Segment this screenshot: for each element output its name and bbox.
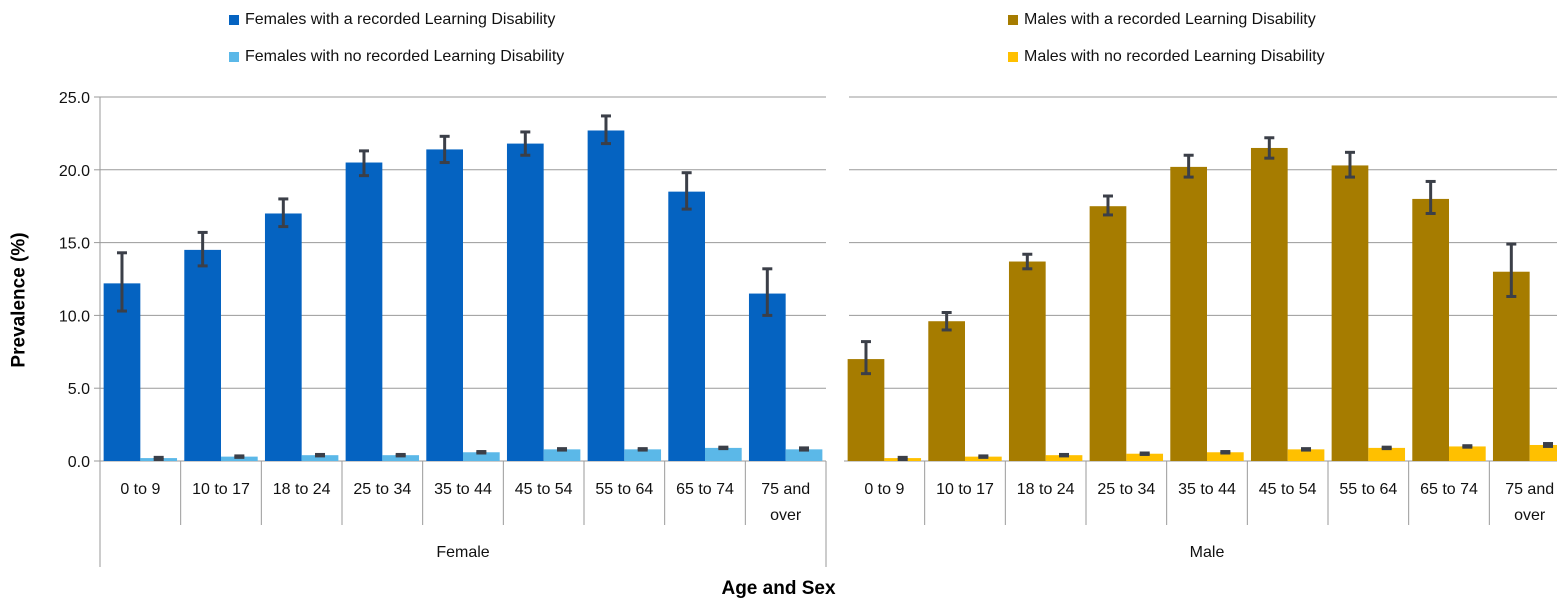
legend-swatch-male-ld — [1008, 15, 1018, 25]
bar — [1008, 261, 1046, 461]
bar — [382, 455, 420, 461]
legend-swatch-female-ld — [229, 15, 239, 25]
bar — [1126, 453, 1164, 461]
y-tick-label: 10.0 — [59, 308, 90, 325]
bar — [426, 149, 463, 461]
x-tick-label: 75 and — [761, 481, 810, 498]
legend-swatch-female-noLd — [229, 52, 239, 62]
x-tick-label: 35 to 44 — [434, 481, 492, 498]
bar — [264, 213, 302, 461]
x-tick-label: over — [770, 507, 802, 524]
y-tick-label: 5.0 — [68, 381, 90, 398]
bar — [1492, 271, 1530, 461]
bar — [301, 455, 339, 461]
bar — [184, 249, 221, 461]
legend-label-male-noLd: Males with no recorded Learning Disabili… — [1024, 48, 1325, 65]
bar — [506, 143, 544, 462]
y-tick-label: 15.0 — [59, 236, 90, 253]
group-label: Female — [436, 544, 489, 561]
bar — [668, 191, 705, 461]
x-tick-label: 18 to 24 — [273, 481, 331, 498]
bar — [1287, 449, 1325, 461]
legend-swatch-male-noLd — [1008, 52, 1018, 62]
y-tick-label: 25.0 — [59, 90, 90, 107]
x-tick-label: 10 to 17 — [192, 481, 250, 498]
bar — [463, 452, 500, 461]
legend-item-male-ld: Males with a recorded Learning Disabilit… — [1008, 11, 1316, 29]
bar — [1045, 455, 1083, 461]
bar — [543, 449, 581, 461]
bar — [847, 359, 885, 461]
legend-label-female-noLd: Females with no recorded Learning Disabi… — [245, 48, 565, 65]
y-axis-title-wrap: Prevalence (%) — [0, 200, 40, 400]
bar — [345, 162, 383, 461]
legend-item-female-ld: Females with a recorded Learning Disabil… — [229, 11, 555, 29]
x-tick-label: 18 to 24 — [1017, 481, 1075, 498]
x-tick-label: 65 to 74 — [1420, 481, 1478, 498]
bar — [1089, 206, 1127, 461]
x-tick-label: 45 to 54 — [515, 481, 573, 498]
legend-label-female-ld: Females with a recorded Learning Disabil… — [245, 11, 556, 28]
x-tick-label: over — [1514, 507, 1546, 524]
y-tick-label: 0.0 — [68, 454, 90, 471]
x-tick-label: 0 to 9 — [864, 481, 904, 498]
bar — [1250, 147, 1288, 461]
legend-item-male-noLd: Males with no recorded Learning Disabili… — [1008, 48, 1325, 66]
bar — [587, 130, 625, 461]
legend-label-male-ld: Males with a recorded Learning Disabilit… — [1024, 11, 1316, 28]
y-tick-label: 20.0 — [59, 163, 90, 180]
bar — [785, 449, 823, 461]
x-tick-label: 55 to 64 — [1339, 481, 1397, 498]
bar — [1449, 446, 1486, 461]
bar — [748, 293, 786, 461]
bar — [928, 321, 965, 461]
bar — [103, 283, 141, 461]
bar — [624, 449, 662, 461]
x-tick-label: 55 to 64 — [595, 481, 653, 498]
x-tick-label: 65 to 74 — [676, 481, 734, 498]
bar — [1412, 198, 1449, 462]
group-label: Male — [1190, 544, 1225, 561]
x-tick-label: 35 to 44 — [1178, 481, 1236, 498]
bar — [1331, 165, 1369, 461]
bar — [705, 447, 742, 461]
bar — [1529, 444, 1557, 461]
bar — [1170, 166, 1207, 461]
x-tick-label: 45 to 54 — [1259, 481, 1317, 498]
y-axis-title: Prevalence (%) — [9, 232, 30, 368]
bar — [1368, 447, 1406, 461]
x-tick-label: 0 to 9 — [120, 481, 160, 498]
legend-item-female-noLd: Females with no recorded Learning Disabi… — [229, 48, 564, 66]
x-tick-label: 25 to 34 — [1097, 481, 1155, 498]
x-tick-label: 25 to 34 — [353, 481, 411, 498]
x-tick-label: 75 and — [1505, 481, 1554, 498]
bar — [1207, 452, 1244, 461]
x-axis-title: Age and Sex — [721, 578, 836, 599]
x-tick-label: 10 to 17 — [936, 481, 994, 498]
